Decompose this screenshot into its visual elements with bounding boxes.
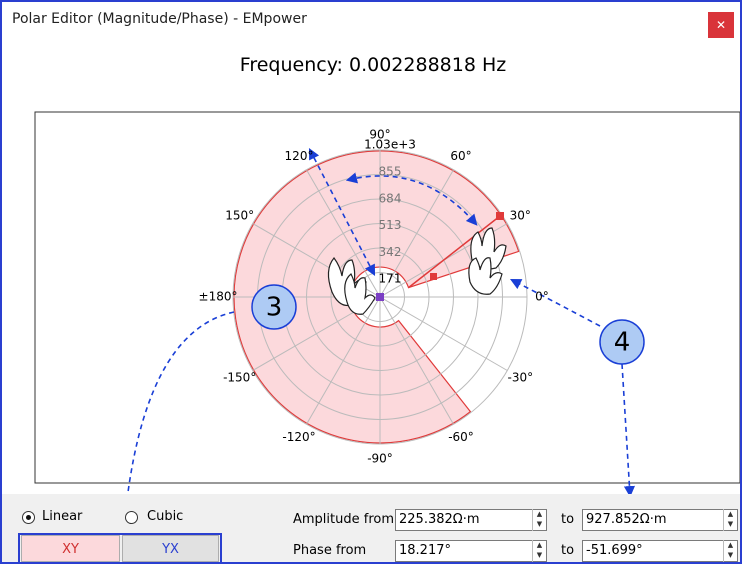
callout-label: 3	[266, 293, 283, 323]
angle-label: 120°	[285, 149, 314, 163]
radial-label: 171	[379, 272, 402, 286]
angle-label: -120°	[282, 430, 315, 444]
radial-label: 855	[379, 165, 402, 179]
annotation-arrows	[119, 148, 636, 530]
xy-button[interactable]: XY	[21, 535, 120, 562]
radio-label: Cubic	[147, 509, 184, 524]
handle[interactable]	[496, 212, 504, 220]
frequency: Frequency: 0.002288818 Hz	[239, 54, 507, 76]
angle-label: 60°	[450, 149, 471, 163]
angle-label: 0°	[535, 290, 549, 304]
amplitude-label: Amplitude from	[293, 512, 395, 527]
amplitude-to-input[interactable]: 927.852Ω·m	[582, 509, 738, 531]
button-group	[18, 533, 222, 562]
spoke	[306, 296, 381, 425]
spinner[interactable]: ▲ ▼	[532, 509, 546, 531]
radial-label: 342	[379, 245, 402, 259]
spinner[interactable]: ▲ ▼	[723, 540, 737, 562]
angle-label: 90°	[369, 128, 390, 142]
to-label: to	[561, 543, 575, 558]
angle-label: ±180°	[199, 290, 238, 304]
phase-from-input[interactable]: 18.217°	[395, 540, 547, 562]
callout-label: 4	[614, 328, 631, 358]
amplitude-from-input[interactable]: 225.382Ω·m	[395, 509, 547, 531]
angle-label: -30°	[507, 371, 533, 385]
radio-label: Linear	[42, 509, 83, 524]
spoke	[379, 296, 508, 371]
handle[interactable]	[430, 273, 437, 280]
angle-label: -150°	[223, 371, 256, 385]
yx-button[interactable]: YX	[122, 535, 219, 562]
phase-label: Phase from	[293, 543, 367, 558]
angle-label: 30°	[510, 209, 531, 223]
close-button[interactable]: ✕	[708, 12, 734, 38]
callout-circle	[599, 319, 645, 365]
angle-label: -90°	[367, 452, 393, 466]
phase-to-input[interactable]: -51.699°	[582, 540, 738, 562]
to-label: to	[561, 512, 575, 527]
callout-circle	[251, 284, 297, 330]
spinner[interactable]: ▲ ▼	[532, 540, 546, 562]
radio-cubic[interactable]	[125, 511, 138, 524]
radial-label: 513	[379, 218, 402, 232]
center-handle[interactable]	[376, 293, 384, 301]
radio-linear[interactable]	[22, 511, 35, 524]
radial-label: 1.03e+3	[364, 138, 416, 152]
radial-label: 684	[379, 191, 402, 205]
spinner[interactable]: ▲ ▼	[723, 509, 737, 531]
phase-from-line	[408, 215, 501, 289]
angle-label: -60°	[448, 430, 474, 444]
angle-label: 150°	[225, 209, 254, 223]
spoke	[379, 296, 454, 425]
window-title: Polar Editor (Magnitude/Phase) - EMpower	[12, 11, 307, 27]
